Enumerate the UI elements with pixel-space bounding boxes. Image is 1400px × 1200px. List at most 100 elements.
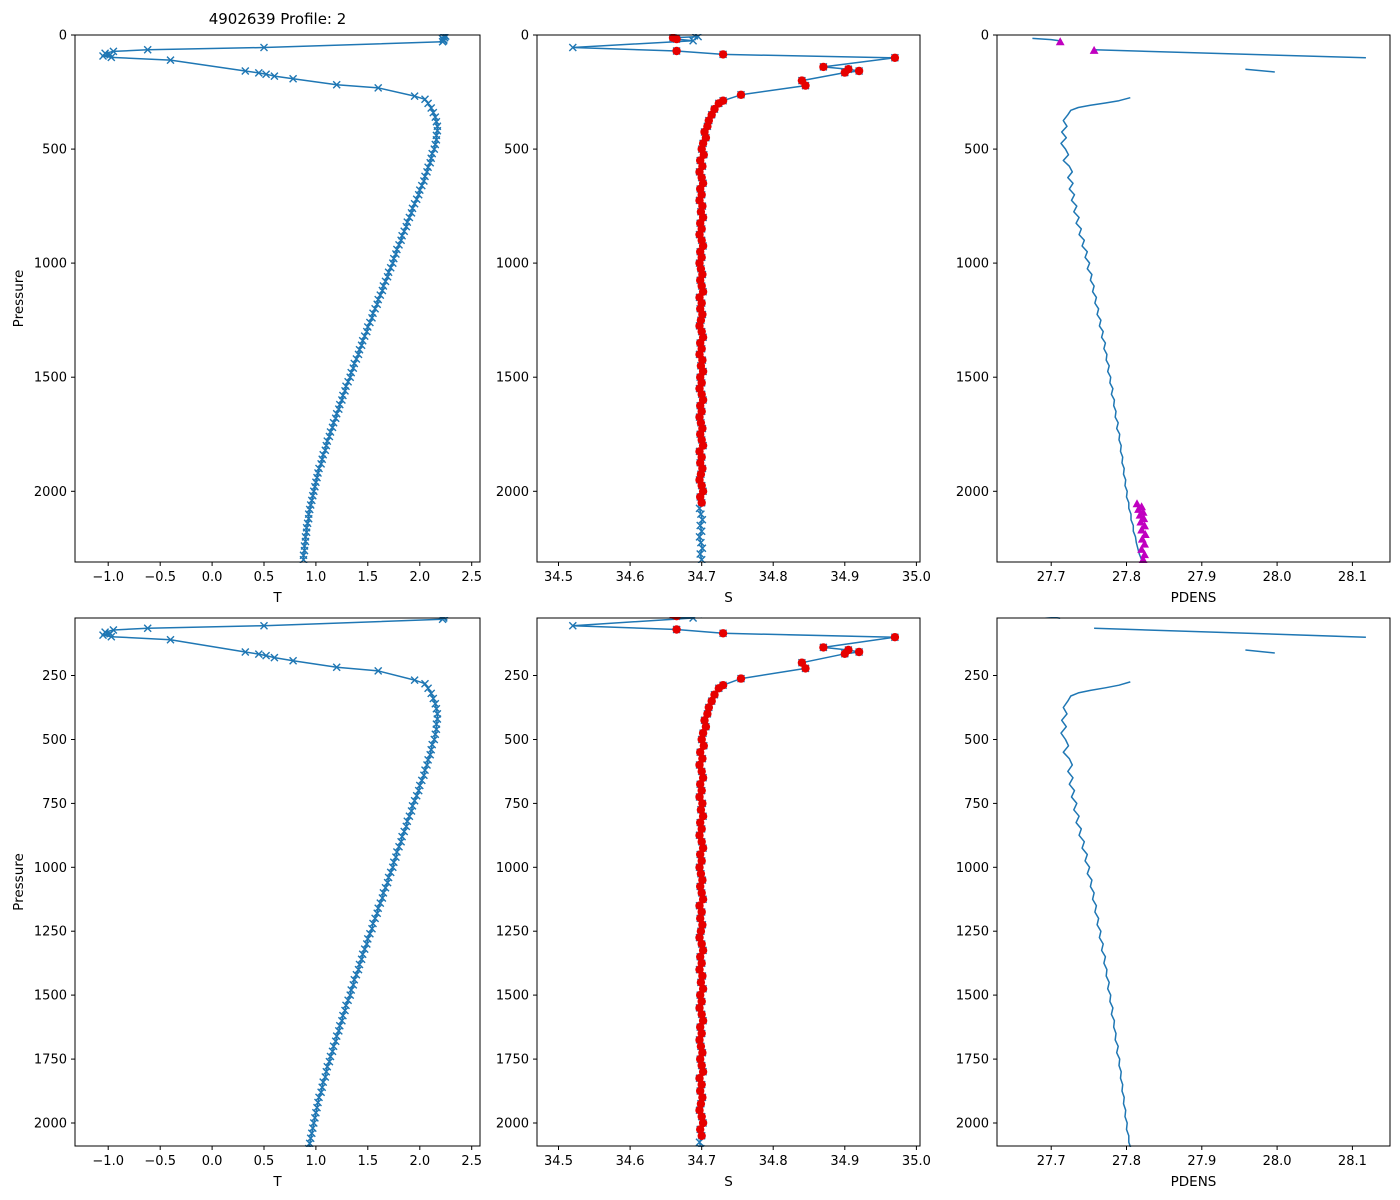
panel-t-zoom-data bbox=[99, 617, 449, 1147]
x-marker-icon bbox=[143, 45, 152, 54]
x-tick-label: 27.9 bbox=[1187, 570, 1216, 585]
flagged-dot-icon bbox=[696, 1022, 705, 1032]
flagged-dot-icon bbox=[703, 709, 712, 719]
x-marker-icon bbox=[362, 327, 371, 336]
flagged-dot-icon bbox=[704, 703, 713, 712]
x-tick-label: 0.5 bbox=[254, 1154, 275, 1169]
flagged-dot-icon bbox=[696, 990, 705, 1000]
x-tick-label: −1.0 bbox=[92, 1154, 124, 1169]
y-tick-label: 1250 bbox=[34, 925, 67, 940]
x-marker-icon bbox=[352, 970, 361, 979]
flagged-dot-icon bbox=[698, 754, 707, 763]
x-marker-icon bbox=[695, 532, 704, 541]
x-tick-label: 27.7 bbox=[1037, 1154, 1066, 1169]
flagged-dot-icon bbox=[697, 767, 706, 776]
flagged-dot-icon bbox=[697, 1131, 706, 1140]
x-marker-icon bbox=[698, 1196, 705, 1200]
x-marker-icon bbox=[426, 750, 435, 759]
x-marker-icon bbox=[407, 208, 416, 217]
x-marker-icon bbox=[691, 609, 698, 616]
x-marker-icon bbox=[341, 1006, 349, 1015]
flagged-dot-icon bbox=[698, 875, 707, 885]
x-tick-label: 34.9 bbox=[830, 570, 859, 585]
flagged-dot-icon bbox=[697, 939, 706, 949]
x-tick-label: 28.1 bbox=[1338, 1154, 1367, 1169]
x-tick-label: 1.0 bbox=[306, 570, 327, 585]
flagged-dot-icon bbox=[695, 933, 704, 942]
x-tick-label: 34.7 bbox=[687, 570, 716, 585]
panel-s-full-spines bbox=[536, 34, 921, 563]
flagged-dot-icon bbox=[819, 62, 828, 72]
PDENS_main-line bbox=[1060, 681, 1132, 1147]
x-marker-icon bbox=[373, 909, 382, 918]
flagged-dot-icon bbox=[697, 888, 706, 898]
x-marker-icon bbox=[424, 99, 433, 108]
x-marker-icon bbox=[431, 113, 440, 122]
x-marker-icon bbox=[381, 883, 390, 892]
triangle-marker-icon bbox=[1089, 45, 1099, 54]
panel-t-full-data bbox=[99, 34, 450, 563]
y-tick-label: 2000 bbox=[34, 485, 67, 500]
x-marker-icon bbox=[388, 259, 397, 268]
x-tick-label: 2.0 bbox=[409, 1154, 430, 1169]
y-tick-label: 1000 bbox=[496, 861, 529, 876]
x-marker-icon bbox=[402, 222, 411, 231]
panel-t-zoom-spines bbox=[74, 617, 481, 1147]
flagged-dot-icon bbox=[672, 46, 681, 56]
x-marker-icon bbox=[354, 965, 363, 974]
x-marker-icon bbox=[419, 771, 428, 780]
triangle-marker-icon bbox=[1136, 517, 1146, 526]
x-marker-icon bbox=[410, 199, 419, 208]
flagged-dot-icon bbox=[695, 1106, 704, 1115]
panel-pdens-zoom: 27.7 27.8 27.9 28.0 28.1 250 500 750 1000 1250 150… bbox=[956, 617, 1391, 1190]
x-tick-label: 2.5 bbox=[461, 1154, 482, 1169]
x-marker-icon bbox=[337, 1016, 346, 1025]
flagged-dot-icon bbox=[698, 799, 707, 808]
x-tick-label: 27.9 bbox=[1187, 1154, 1216, 1169]
y-tick-label: 2000 bbox=[496, 485, 529, 500]
x-marker-icon bbox=[329, 418, 338, 427]
x-tick-label: 27.8 bbox=[1112, 1154, 1141, 1169]
flagged-dot-icon bbox=[697, 786, 706, 795]
x-marker-icon bbox=[694, 617, 702, 618]
flagged-dot-icon bbox=[696, 805, 706, 814]
panel-s-full: 34.5 34.6 34.7 34.8 34.9 35.0 0 500 1000 1500 2000… bbox=[496, 29, 931, 607]
x-marker-icon bbox=[332, 663, 341, 672]
panel-s-zoom: 34.5 34.6 34.7 34.8 34.9 35.0 250 500 750 1000 125… bbox=[496, 609, 931, 1200]
flagged-dot-icon bbox=[696, 1125, 705, 1134]
y-tick-label: 1500 bbox=[34, 371, 67, 386]
y-tick-label: 500 bbox=[42, 143, 67, 158]
T-line bbox=[102, 34, 447, 560]
x-marker-icon bbox=[424, 684, 433, 693]
x-marker-icon bbox=[395, 240, 403, 249]
x-marker-icon bbox=[270, 72, 279, 81]
flagged-dot-icon bbox=[696, 748, 705, 757]
x-tick-label: 2.0 bbox=[409, 570, 430, 585]
flagged-dot-icon bbox=[890, 53, 900, 62]
flagged-dot-icon bbox=[697, 824, 706, 834]
panel-pdens-full-data bbox=[1032, 37, 1366, 563]
PDENS_seg1-line bbox=[1032, 37, 1061, 42]
x-tick-label: 27.8 bbox=[1112, 570, 1141, 585]
flagged-dot-icon bbox=[801, 664, 810, 673]
y-tick-label: 500 bbox=[964, 143, 989, 158]
PDENS_main-line bbox=[1060, 96, 1143, 560]
x-marker-icon bbox=[421, 172, 429, 181]
triangle-marker-icon bbox=[1137, 544, 1146, 553]
x-tick-label: 28.1 bbox=[1338, 570, 1367, 585]
flagged-dot-icon bbox=[672, 625, 681, 634]
x-tick-label: 1.5 bbox=[357, 570, 378, 585]
x-marker-icon bbox=[432, 135, 441, 144]
x-marker-icon bbox=[699, 1183, 706, 1190]
flagged-dot-icon bbox=[696, 952, 705, 961]
x-marker-icon bbox=[325, 432, 334, 441]
flagged-dot-icon bbox=[695, 965, 704, 974]
y-tick-label: 1000 bbox=[496, 257, 529, 272]
x-marker-icon bbox=[402, 822, 411, 831]
x-tick-label: −1.0 bbox=[92, 570, 124, 585]
y-tick-label: 500 bbox=[504, 143, 529, 158]
x-marker-icon bbox=[405, 213, 414, 222]
flagged-dot-icon bbox=[697, 997, 706, 1006]
x-marker-icon bbox=[371, 304, 380, 313]
